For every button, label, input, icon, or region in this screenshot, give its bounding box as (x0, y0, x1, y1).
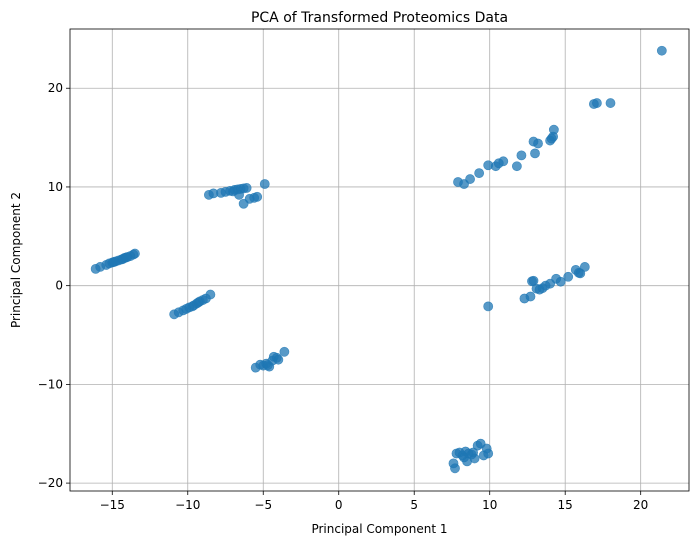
x-tick-label: 0 (335, 498, 343, 512)
data-point (193, 297, 204, 308)
data-point (228, 186, 238, 197)
data-point (579, 262, 590, 272)
x-axis-ticks: −15 −10 −5 0 5 10 15 20 (100, 491, 648, 512)
x-tick-label: 20 (633, 498, 648, 512)
data-point (120, 252, 131, 263)
x-tick-label: 5 (410, 498, 418, 512)
plot-frame (69, 28, 690, 492)
y-tick-label: 20 (48, 81, 63, 95)
data-point (516, 150, 527, 161)
y-tick-label: −10 (38, 377, 63, 391)
x-tick-label: −15 (100, 498, 125, 512)
data-point (108, 257, 119, 267)
grid (70, 29, 689, 491)
data-point (530, 148, 540, 159)
data-point (533, 138, 543, 149)
data-point (465, 174, 475, 184)
data-point (241, 183, 252, 193)
data-point (252, 191, 263, 202)
data-point (262, 360, 273, 371)
y-tick-label: −20 (38, 476, 63, 490)
data-point (525, 291, 536, 302)
data-point (563, 271, 574, 282)
data-point (474, 168, 485, 179)
data-point (273, 354, 284, 365)
y-axis-ticks: −20 −10 0 10 20 (38, 81, 70, 490)
data-point (511, 161, 522, 172)
data-point (259, 179, 270, 189)
x-tick-label: 15 (558, 498, 573, 512)
y-tick-label: 10 (48, 180, 63, 194)
x-tick-label: 10 (482, 498, 497, 512)
data-point (548, 124, 559, 135)
data-point (483, 448, 494, 459)
data-point (605, 98, 616, 108)
x-axis-label: Principal Component 1 (311, 522, 447, 536)
data-point (555, 276, 566, 287)
data-point (459, 452, 469, 463)
x-tick-label: −10 (175, 498, 200, 512)
data-point (483, 301, 494, 312)
x-tick-label: −5 (254, 498, 272, 512)
data-point (592, 98, 602, 108)
data-point (498, 156, 509, 167)
data-point (656, 45, 667, 56)
data-point (450, 463, 460, 474)
y-axis-label: Principal Component 2 (9, 192, 23, 328)
data-point (205, 289, 216, 300)
chart-title: PCA of Transformed Proteomics Data (251, 10, 508, 26)
data-points (90, 45, 667, 474)
y-tick-label: 0 (55, 279, 63, 293)
data-point (468, 447, 479, 458)
data-point (279, 346, 290, 357)
data-point (130, 248, 140, 259)
